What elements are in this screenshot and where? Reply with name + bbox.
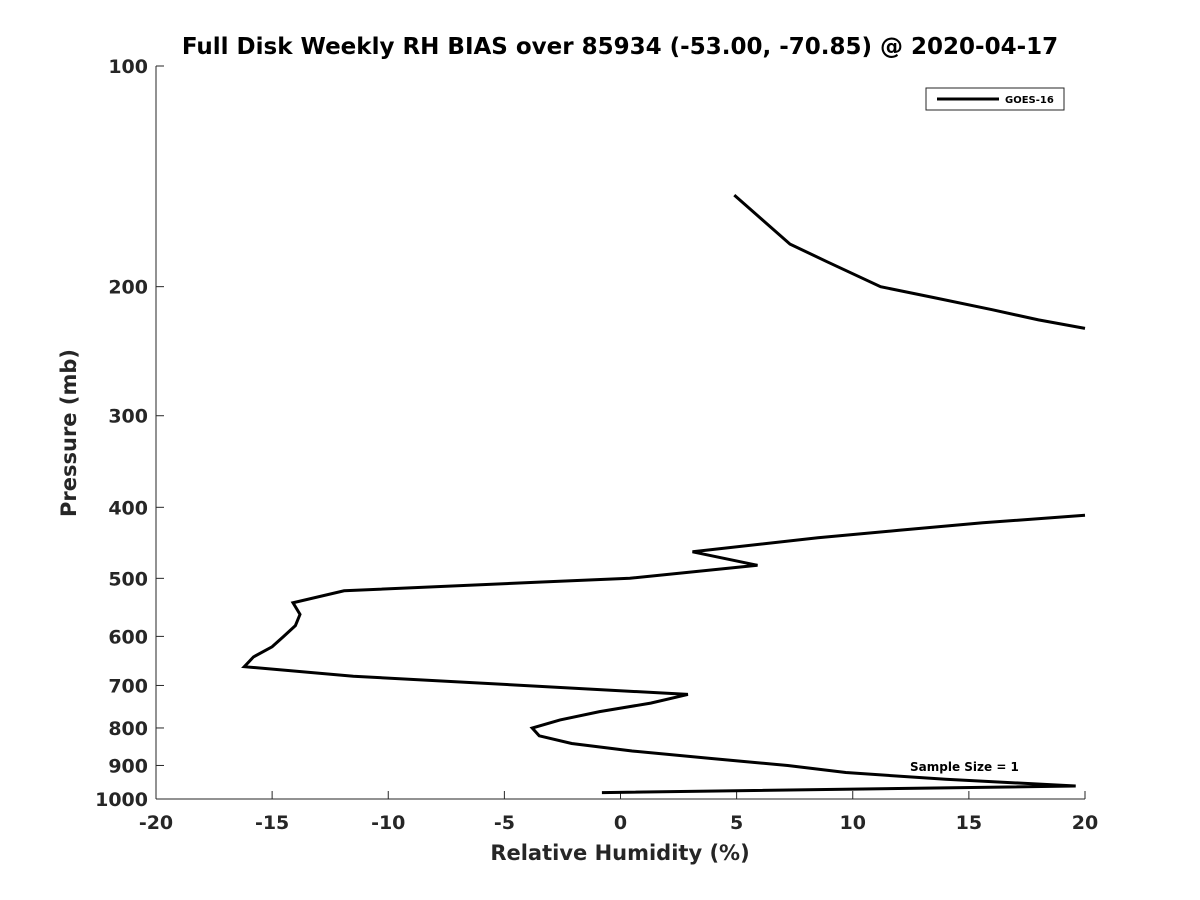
x-tick-label: 15: [956, 812, 982, 834]
y-tick-label: 500: [108, 568, 148, 590]
y-tick-label: 800: [108, 718, 148, 740]
y-tick-label: 200: [108, 277, 148, 299]
x-tick-label: -20: [139, 812, 173, 834]
y-tick-label: 100: [108, 56, 148, 78]
x-tick-label: 0: [614, 812, 627, 834]
y-tick-label: 600: [108, 626, 148, 648]
x-tick-label: -5: [494, 812, 515, 834]
y-tick-label: 900: [108, 755, 148, 777]
x-ticks: -20 -15 -10 -5 0 5 10 15 20: [139, 791, 1098, 834]
y-tick-label: 700: [108, 675, 148, 697]
y-tick-label: 400: [108, 497, 148, 519]
sample-size-annotation: Sample Size = 1: [910, 760, 1019, 774]
y-tick-label: 300: [108, 406, 148, 428]
y-axis-label: Pressure (mb): [57, 349, 81, 517]
series-line-goes-16-segment-2: [241, 513, 1086, 795]
x-axis-label: Relative Humidity (%): [490, 841, 749, 865]
plot-area: [155, 66, 1085, 800]
x-tick-label: -15: [255, 812, 289, 834]
x-tick-label: -10: [371, 812, 405, 834]
series-layer: [241, 193, 1086, 795]
chart-title: Full Disk Weekly RH BIAS over 85934 (-53…: [182, 34, 1058, 60]
x-tick-label: 5: [730, 812, 743, 834]
legend: GOES-16: [925, 87, 1065, 111]
series-line-goes-16-segment-1: [733, 193, 1086, 330]
x-tick-label: 10: [840, 812, 866, 834]
y-ticks: 100 200 300 400 500 600 700 800 900 1000: [95, 56, 164, 811]
x-tick-label: 20: [1072, 812, 1098, 834]
legend-label-goes-16: GOES-16: [1005, 95, 1054, 106]
y-tick-label: 1000: [95, 789, 148, 811]
